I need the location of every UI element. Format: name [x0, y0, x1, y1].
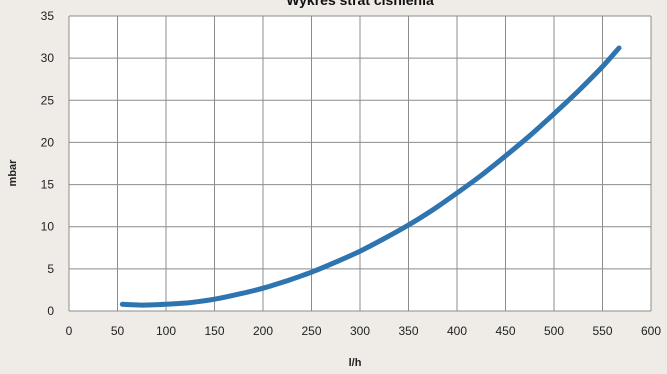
- y-tick-label: 15: [41, 178, 55, 192]
- x-tick-label: 350: [398, 324, 418, 338]
- pressure-loss-series-line: [119, 45, 622, 308]
- tick-labels: 0 50 100 150 200 250 300 350 400 450 500 550 600 0 5 10…: [41, 9, 662, 338]
- x-axis-label: l/h: [349, 357, 362, 369]
- y-axis-label: mbar: [7, 159, 19, 187]
- x-tick-label: 550: [592, 324, 612, 338]
- x-tick-label: 450: [495, 324, 515, 338]
- x-tick-label: 300: [350, 324, 370, 338]
- y-tick-label: 5: [47, 262, 54, 276]
- grid-lines: [68, 15, 652, 312]
- y-tick-label: 10: [41, 220, 55, 234]
- y-tick-label: 25: [41, 93, 55, 107]
- y-tick-label: 0: [47, 304, 54, 318]
- x-tick-label: 200: [253, 324, 273, 338]
- x-tick-label: 250: [301, 324, 321, 338]
- chart-title: Wykres strat ciśnienia: [286, 0, 434, 8]
- series-layer: [119, 45, 622, 308]
- x-tick-label: 0: [66, 324, 73, 338]
- x-tick-label: 500: [544, 324, 564, 338]
- x-tick-label: 400: [447, 324, 467, 338]
- x-tick-label: 50: [111, 324, 125, 338]
- y-tick-label: 20: [41, 135, 55, 149]
- y-tick-label: 35: [41, 9, 55, 23]
- x-tick-label: 600: [641, 324, 661, 338]
- y-tick-label: 30: [41, 51, 55, 65]
- x-tick-label: 100: [156, 324, 176, 338]
- x-tick-label: 150: [204, 324, 224, 338]
